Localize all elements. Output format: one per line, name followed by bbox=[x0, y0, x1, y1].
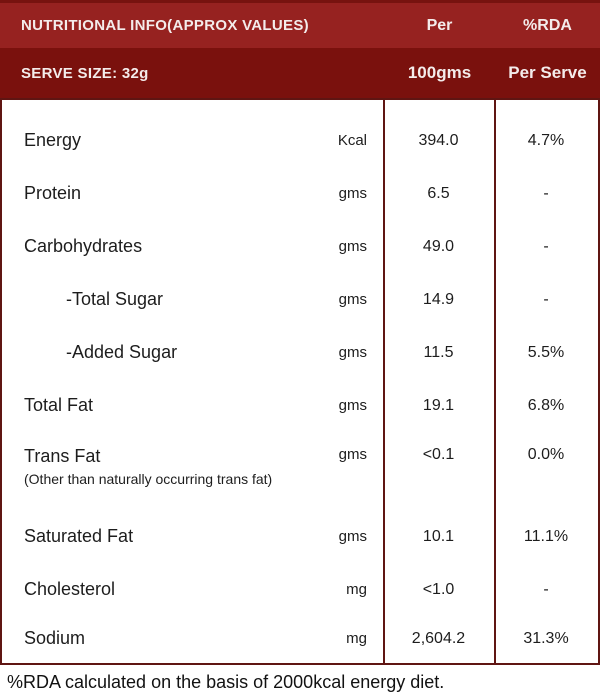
unit-label: mg bbox=[346, 630, 367, 647]
nutritional-info-title: NUTRITIONAL INFO(APPROX VALUES) bbox=[21, 17, 309, 34]
nutrient-label: Total Fat bbox=[24, 395, 94, 415]
nutrient-label: Energy bbox=[24, 130, 82, 150]
row-added-sugar: -Added Sugar gms 11.5 5.5% bbox=[2, 326, 598, 379]
unit-label: gms bbox=[338, 446, 367, 463]
percent-rda-value: 31.3% bbox=[523, 629, 569, 647]
per-100g-value: 49.0 bbox=[422, 237, 455, 255]
row-trans-fat: Trans Fat (Other than naturally occurrin… bbox=[2, 432, 598, 510]
per-100g-value: 10.1 bbox=[422, 527, 455, 545]
serve-size-label: SERVE SIZE: 32g bbox=[21, 64, 149, 82]
percent-rda-value: 11.1% bbox=[523, 527, 569, 545]
row-saturated-fat: Saturated Fat gms 10.1 11.1% bbox=[2, 510, 598, 563]
row-total-sugar: -Total Sugar gms 14.9 - bbox=[2, 273, 598, 326]
row-carbohydrates: Carbohydrates gms 49.0 - bbox=[2, 220, 598, 273]
per-100g-value: <0.1 bbox=[422, 446, 455, 463]
trans-fat-note: (Other than naturally occurring trans fa… bbox=[24, 471, 273, 487]
row-protein: Protein gms 6.5 - bbox=[2, 167, 598, 220]
header-row-secondary: SERVE SIZE: 32g 100gms Per Serve bbox=[0, 48, 600, 98]
nutrient-label: Protein bbox=[24, 183, 82, 203]
nutrient-label: Trans Fat bbox=[24, 446, 101, 466]
nutrient-label: Saturated Fat bbox=[24, 526, 134, 546]
percent-rda-value: 0.0% bbox=[527, 446, 565, 463]
nutrient-label: -Total Sugar bbox=[66, 289, 164, 309]
percent-rda-value: - bbox=[543, 184, 549, 202]
unit-label: gms bbox=[338, 397, 367, 414]
nutrient-label: Sodium bbox=[24, 628, 86, 648]
percent-rda-value: - bbox=[543, 580, 549, 598]
unit-label: gms bbox=[338, 238, 367, 255]
per-100g-value: 2,604.2 bbox=[411, 629, 466, 647]
unit-label: Kcal bbox=[337, 132, 367, 149]
unit-label: gms bbox=[338, 344, 367, 361]
nutrient-label: Cholesterol bbox=[24, 579, 116, 599]
unit-label: gms bbox=[338, 291, 367, 308]
nutrient-label-group: Trans Fat (Other than naturally occurrin… bbox=[2, 446, 305, 487]
percent-rda-value: - bbox=[543, 237, 549, 255]
per-100g-value: 14.9 bbox=[422, 290, 455, 308]
percent-rda-value: - bbox=[543, 290, 549, 308]
nutrient-label: Carbohydrates bbox=[24, 236, 143, 256]
percent-rda-value: 4.7% bbox=[527, 131, 565, 149]
per-100g-value: 6.5 bbox=[427, 184, 450, 202]
unit-label: gms bbox=[338, 185, 367, 202]
percent-rda-value: 6.8% bbox=[527, 396, 565, 414]
nutrition-table-body: Energy Kcal 394.0 4.7% Protein gms 6.5 -… bbox=[0, 98, 600, 665]
header-row-primary: NUTRITIONAL INFO(APPROX VALUES) Per %RDA bbox=[0, 0, 600, 48]
column-divider-2 bbox=[494, 100, 496, 663]
per-serve-column-header: Per Serve bbox=[508, 63, 587, 82]
percent-rda-value: 5.5% bbox=[527, 343, 565, 361]
nutrient-label: -Added Sugar bbox=[66, 342, 178, 362]
column-divider-1 bbox=[383, 100, 385, 663]
unit-label: mg bbox=[346, 581, 367, 598]
unit-label: gms bbox=[338, 528, 367, 545]
per-100g-value: 11.5 bbox=[423, 343, 454, 361]
row-energy: Energy Kcal 394.0 4.7% bbox=[2, 114, 598, 167]
per-100gms-column-header: 100gms bbox=[407, 63, 472, 82]
row-cholesterol: Cholesterol mg <1.0 - bbox=[2, 563, 598, 616]
row-total-fat: Total Fat gms 19.1 6.8% bbox=[2, 379, 598, 432]
per-column-header: Per bbox=[426, 16, 453, 34]
rda-footnote: %RDA calculated on the basis of 2000kcal… bbox=[0, 665, 600, 700]
per-100g-value: 394.0 bbox=[418, 131, 459, 149]
row-sodium: Sodium mg 2,604.2 31.3% bbox=[2, 616, 598, 661]
per-100g-value: <1.0 bbox=[422, 580, 455, 598]
rda-column-header: %RDA bbox=[523, 16, 572, 34]
per-100g-value: 19.1 bbox=[422, 396, 455, 414]
